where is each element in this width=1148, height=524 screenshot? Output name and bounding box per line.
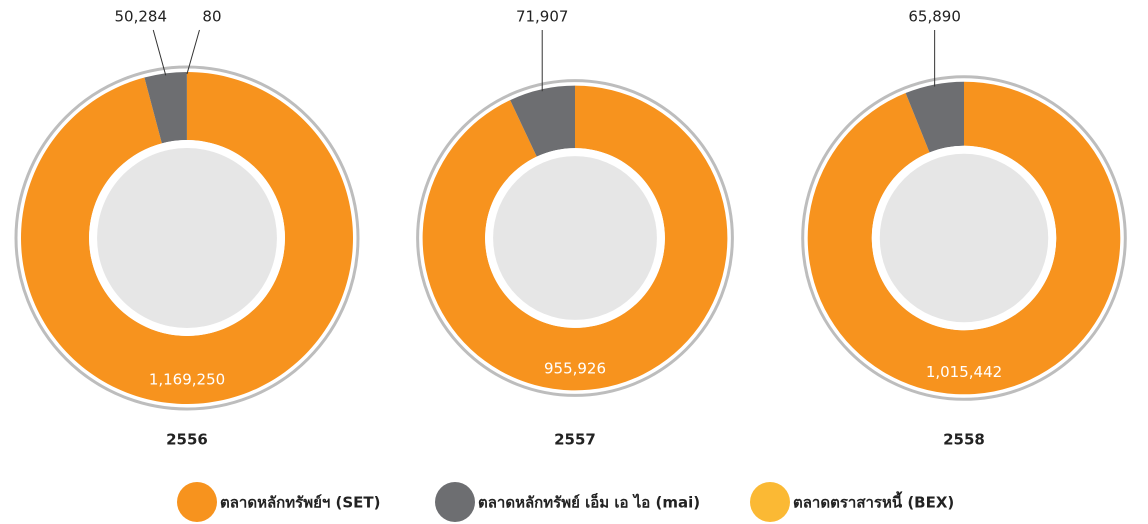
value-label: 955,926 bbox=[544, 360, 606, 378]
legend-swatch bbox=[177, 482, 217, 522]
value-label: 1,015,442 bbox=[926, 363, 1002, 381]
legend-label: ตลาดหลักทรัพย์ เอ็ม เอ ไอ (mai) bbox=[478, 493, 700, 512]
inner-hole bbox=[493, 156, 657, 320]
legend-label: ตลาดตราสารหนี้ (BEX) bbox=[793, 491, 954, 512]
legend-label: ตลาดหลักทรัพย์ฯ (SET) bbox=[220, 494, 381, 512]
slice bbox=[20, 72, 354, 404]
slice bbox=[807, 81, 1121, 395]
value-label: 71,907 bbox=[516, 8, 569, 26]
outer-ring bbox=[14, 65, 360, 411]
slice bbox=[422, 85, 728, 391]
outer-ring bbox=[416, 79, 734, 397]
legend-swatch bbox=[750, 482, 790, 522]
outer-ring bbox=[801, 75, 1127, 401]
inner-hole bbox=[97, 148, 277, 328]
year-label: 2558 bbox=[943, 431, 985, 449]
value-label: 1,169,250 bbox=[149, 370, 225, 388]
value-label: 50,284 bbox=[115, 8, 168, 26]
leader-line bbox=[186, 29, 200, 75]
year-label: 2556 bbox=[166, 431, 208, 449]
leader-line bbox=[152, 29, 167, 76]
year-label: 2557 bbox=[554, 431, 596, 449]
slice bbox=[905, 81, 964, 153]
slice bbox=[144, 72, 187, 144]
legend-swatch bbox=[435, 482, 475, 522]
slice bbox=[510, 85, 575, 157]
value-label: 65,890 bbox=[908, 8, 961, 26]
inner-hole bbox=[879, 153, 1049, 323]
value-label: 80 bbox=[202, 8, 221, 26]
